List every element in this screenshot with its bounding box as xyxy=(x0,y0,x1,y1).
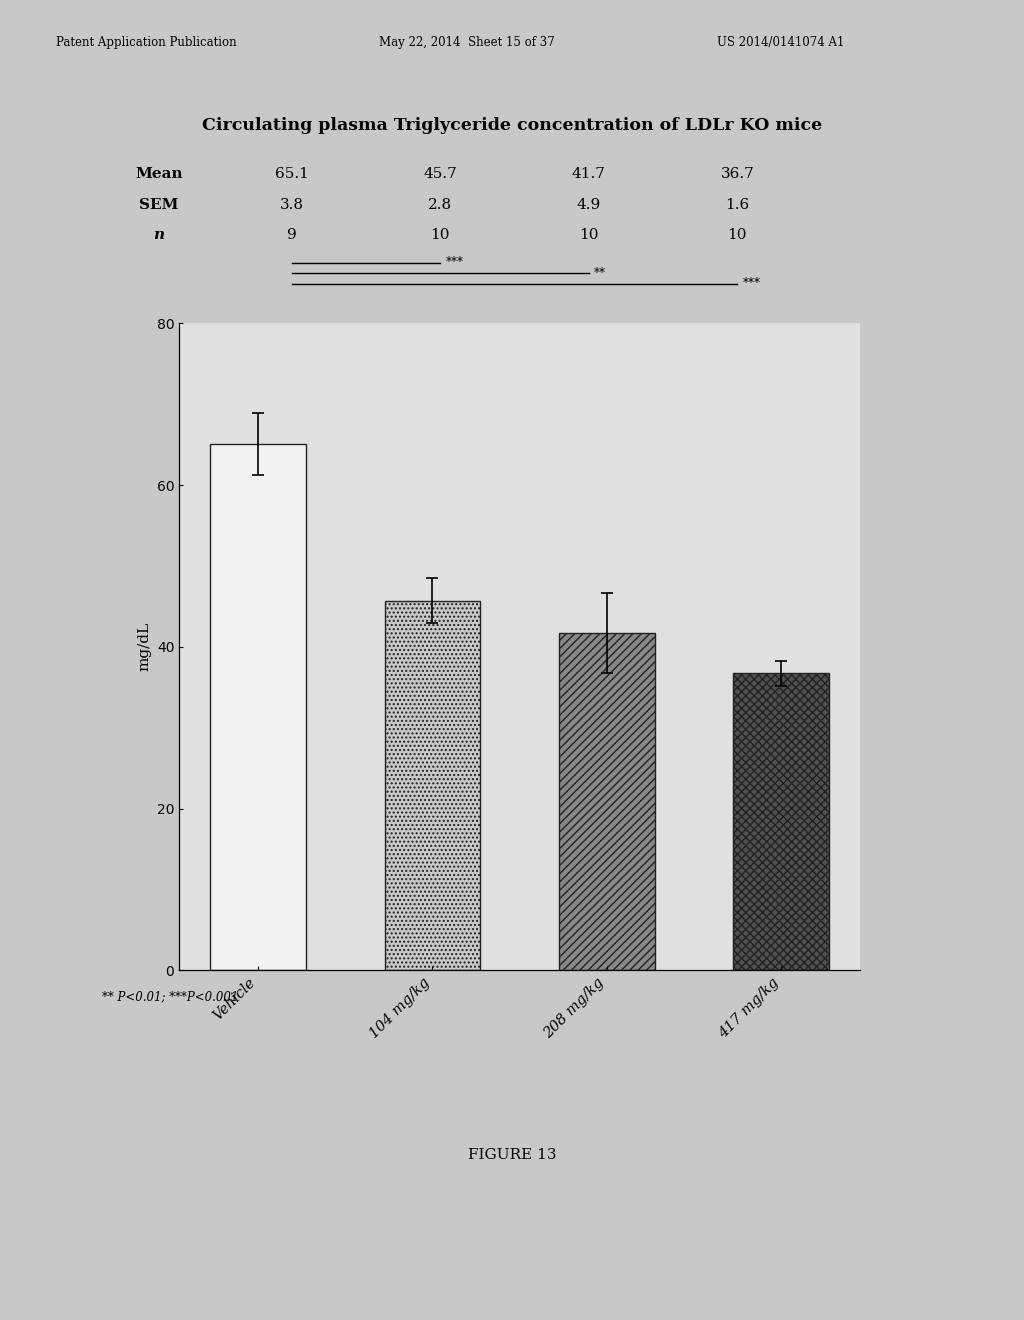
Text: SEM: SEM xyxy=(139,198,178,211)
Text: n: n xyxy=(154,228,164,242)
Text: 9: 9 xyxy=(287,228,297,242)
Bar xyxy=(559,634,654,970)
Bar xyxy=(733,673,829,970)
Text: 10: 10 xyxy=(430,228,451,242)
Text: 36.7: 36.7 xyxy=(721,168,754,181)
Text: **: ** xyxy=(594,267,606,280)
Text: 1.6: 1.6 xyxy=(725,198,750,211)
Text: US 2014/0141074 A1: US 2014/0141074 A1 xyxy=(717,36,844,49)
Bar xyxy=(210,444,306,970)
Text: ***: *** xyxy=(445,256,464,269)
Text: May 22, 2014  Sheet 15 of 37: May 22, 2014 Sheet 15 of 37 xyxy=(379,36,555,49)
Text: 45.7: 45.7 xyxy=(424,168,457,181)
Text: Patent Application Publication: Patent Application Publication xyxy=(56,36,237,49)
Text: Circulating plasma Triglyceride concentration of LDLr KO mice: Circulating plasma Triglyceride concentr… xyxy=(202,117,822,133)
Text: 4.9: 4.9 xyxy=(577,198,601,211)
Text: 3.8: 3.8 xyxy=(280,198,304,211)
Text: 10: 10 xyxy=(727,228,748,242)
Text: ** P<0.01; ***P<0.001: ** P<0.01; ***P<0.001 xyxy=(102,990,239,1003)
Text: Mean: Mean xyxy=(135,168,182,181)
Text: FIGURE 13: FIGURE 13 xyxy=(468,1148,556,1162)
Text: 41.7: 41.7 xyxy=(571,168,606,181)
Text: 10: 10 xyxy=(579,228,599,242)
Text: 2.8: 2.8 xyxy=(428,198,453,211)
Text: 65.1: 65.1 xyxy=(274,168,309,181)
Y-axis label: mg/dL: mg/dL xyxy=(137,622,152,672)
Text: ***: *** xyxy=(742,277,761,290)
Bar xyxy=(385,601,480,970)
